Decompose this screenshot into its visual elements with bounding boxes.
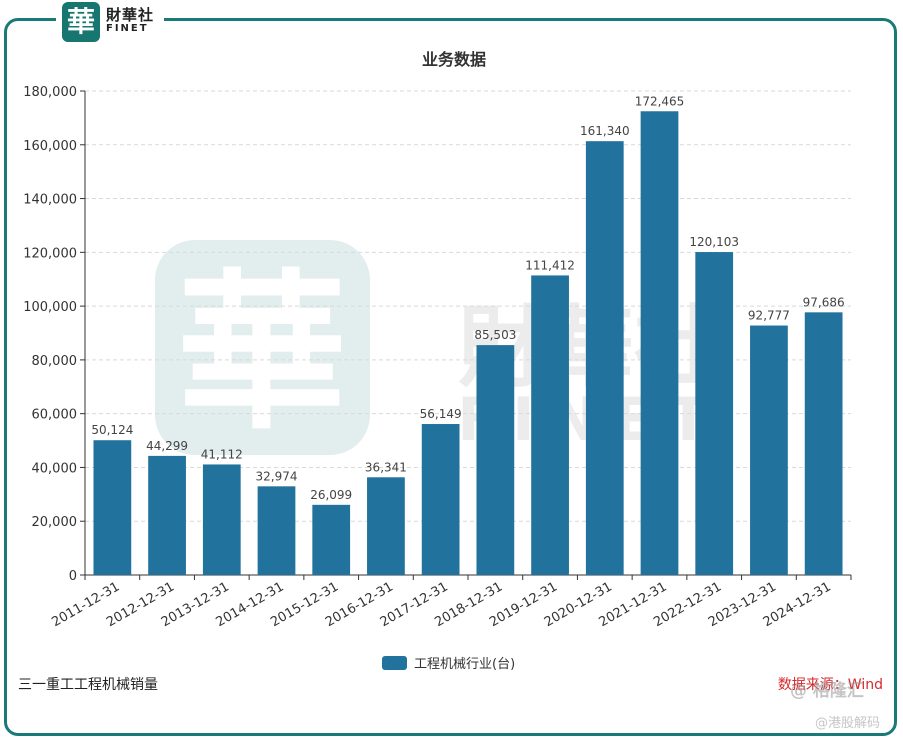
bar	[148, 455, 186, 575]
bar	[750, 325, 788, 575]
bar-value-label: 97,686	[803, 295, 845, 309]
bar	[476, 345, 515, 575]
bar-value-label: 41,112	[201, 447, 243, 461]
bar-value-label: 50,124	[91, 423, 133, 437]
chart-title: 业务数据	[422, 50, 486, 69]
y-tick-label: 20,000	[32, 515, 78, 530]
bar	[695, 252, 734, 575]
bar	[421, 424, 460, 575]
chart-frame	[4, 18, 897, 736]
bar	[257, 486, 296, 575]
y-tick-label: 180,000	[23, 85, 77, 100]
x-axis-ticks: 2011-12-312012-12-312013-12-312014-12-31…	[49, 575, 852, 630]
bar	[804, 312, 843, 575]
y-tick-label: 160,000	[23, 139, 77, 154]
y-tick-label: 80,000	[32, 354, 78, 369]
bar	[531, 275, 569, 575]
watermark-glyph: 華	[177, 253, 347, 453]
brand-seal-icon: 華	[62, 2, 100, 42]
y-tick-label: 40,000	[32, 461, 78, 476]
legend[interactable]: 工程机械行业(台)	[382, 656, 515, 672]
bar	[640, 111, 679, 576]
bar-value-label: 172,465	[635, 94, 685, 108]
chart-caption: 三一重工工程机械销量	[18, 677, 158, 693]
bar-value-label: 85,503	[474, 328, 516, 342]
bar-value-label: 120,103	[689, 235, 739, 249]
legend-swatch[interactable]	[382, 656, 407, 670]
data-source: 数据来源：Wind	[777, 677, 883, 693]
legend-label[interactable]: 工程机械行业(台)	[414, 657, 515, 672]
y-tick-label: 60,000	[32, 408, 78, 423]
bars	[93, 111, 843, 576]
watermark: 華 財華社 FINET	[155, 240, 722, 455]
bar-value-label: 36,341	[365, 460, 407, 474]
bar	[585, 141, 624, 575]
brand-logo: 華 財華社 FINET	[56, 0, 164, 46]
bar-value-label: 26,099	[310, 488, 352, 502]
brand-name-cn: 財華社	[106, 6, 155, 24]
value-labels: 50,124 44,299 41,112 32,974 26,099 36,341 56,1…	[91, 94, 844, 502]
bar	[93, 440, 132, 575]
bar-value-label: 44,299	[146, 439, 188, 453]
bar-value-label: 92,777	[748, 309, 790, 323]
y-tick-label: 100,000	[23, 300, 77, 315]
brand-name-en: FINET	[106, 23, 149, 34]
y-tick-label: 140,000	[23, 193, 77, 208]
bar	[202, 464, 241, 575]
bar-value-label: 32,974	[256, 469, 298, 483]
bar	[312, 504, 351, 575]
bar-value-label: 111,412	[525, 258, 575, 272]
y-axis-ticks: 0 20,000 40,000 60,000 80,000 100,000 120,000 1…	[23, 85, 85, 584]
y-tick-label: 120,000	[23, 246, 77, 261]
bar-value-label: 161,340	[580, 124, 630, 138]
y-tick-label: 0	[69, 569, 77, 584]
watermark-seal-icon	[155, 240, 370, 455]
bar	[367, 477, 405, 575]
bar-value-label: 56,149	[420, 407, 462, 421]
